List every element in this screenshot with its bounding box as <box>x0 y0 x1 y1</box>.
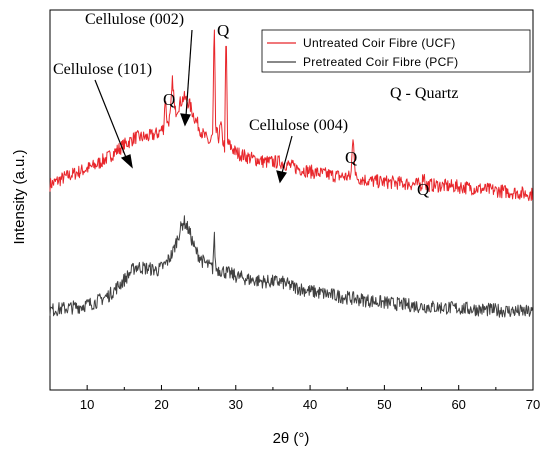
quartz-marker-2: Q <box>163 90 175 109</box>
x-tick-label: 50 <box>377 397 391 412</box>
x-axis-label: 2θ (°) <box>273 430 310 447</box>
y-axis-label: Intensity (a.u.) <box>11 149 28 244</box>
legend: Untreated Coir Fibre (UCF) Pretreated Co… <box>261 29 531 73</box>
quartz-marker-1: Q <box>217 21 229 40</box>
annotation-cellulose-101: Cellulose (101) <box>53 61 152 78</box>
annotation-cellulose-004: Cellulose (004) <box>249 117 348 134</box>
arrowhead-cellulose-002 <box>180 113 191 127</box>
quartz-note: Q - Quartz <box>390 85 458 102</box>
x-tick-label: 60 <box>451 397 465 412</box>
quartz-marker-4: Q <box>417 180 429 199</box>
arrowhead-cellulose-004 <box>276 170 287 184</box>
arrow-cellulose-004 <box>281 135 293 174</box>
arrow-cellulose-002 <box>185 29 193 117</box>
plot-frame <box>49 9 534 391</box>
series-layer <box>49 29 533 318</box>
annotation-cellulose-002: Cellulose (002) <box>85 11 184 28</box>
x-tick-label: 40 <box>303 397 317 412</box>
arrow-cellulose-101 <box>94 79 128 161</box>
annotation-arrows <box>94 29 293 184</box>
legend-label-ucf: Untreated Coir Fibre (UCF) <box>303 36 456 50</box>
series-ucf-line <box>49 29 533 202</box>
arrowhead-cellulose-101 <box>120 154 133 169</box>
legend-label-pcf: Pretreated Coir Fibre (PCF) <box>303 55 458 69</box>
x-tick-label: 70 <box>526 397 540 412</box>
series-pcf-line <box>49 215 533 318</box>
x-tick-label: 10 <box>80 397 94 412</box>
x-axis-ticks: 10 20 30 40 50 60 70 <box>49 385 540 412</box>
legend-box <box>261 29 531 73</box>
x-tick-label: 30 <box>229 397 243 412</box>
x-tick-label: 20 <box>154 397 168 412</box>
quartz-marker-3: Q <box>345 148 357 167</box>
